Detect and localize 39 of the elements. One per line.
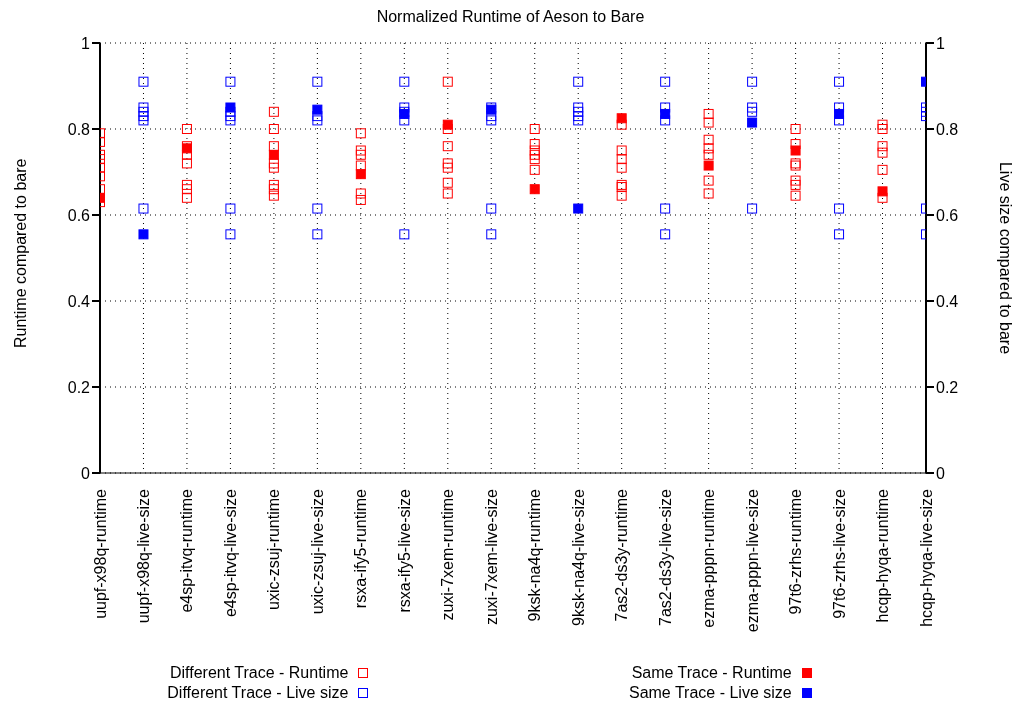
x-tick-label: e4sp-itvq-live-size xyxy=(221,488,239,618)
x-tick-label: ezma-pppn-live-size xyxy=(743,488,761,633)
y-tick-label: 0 xyxy=(81,464,91,482)
y2-tick-label: 0.2 xyxy=(936,378,959,396)
x-tick-label: 97t6-zrhs-live-size xyxy=(830,488,848,619)
x-tick-label: hcqp-hyqa-runtime xyxy=(874,488,892,623)
y-tick-label: 0.6 xyxy=(67,206,91,224)
x-tick-label: 97t6-zrhs-runtime xyxy=(787,488,805,615)
y2-tick-label: 0 xyxy=(936,464,945,482)
x-tick-label: 7as2-ds3y-runtime xyxy=(613,488,631,622)
x-tick-label: ezma-pppn-runtime xyxy=(700,488,718,628)
x-tick-label: uupf-x98q-live-size xyxy=(134,488,152,624)
x-tick-label: zuxi-7xem-live-size xyxy=(482,488,500,626)
y-axis-title: Runtime compared to bare xyxy=(11,158,29,348)
y-tick-label: 0.8 xyxy=(67,120,91,138)
x-tick-label: hcqp-hyqa-live-size xyxy=(917,488,935,627)
y2-tick-label: 0.8 xyxy=(936,120,959,138)
y-tick-label: 0.2 xyxy=(67,378,91,396)
y2-axis-title: Live size compared to bare xyxy=(997,161,1015,355)
chart-title: Normalized Runtime of Aeson to Bare xyxy=(375,8,646,26)
y2-tick-label: 0.6 xyxy=(936,206,959,224)
x-tick-label: zuxi-7xem-runtime xyxy=(439,488,457,621)
legend-label: Same Trace - Live size xyxy=(628,684,792,702)
y2-tick-label: 0.4 xyxy=(936,292,959,310)
legend-label: Different Trace - Runtime xyxy=(169,664,349,682)
x-tick-label: e4sp-itvq-runtime xyxy=(178,488,196,613)
x-tick-label: 7as2-ds3y-live-size xyxy=(656,488,674,626)
y-tick-label: 1 xyxy=(81,34,91,52)
x-tick-label: uxic-zsuj-live-size xyxy=(308,488,326,615)
x-tick-label: rsxa-ify5-runtime xyxy=(352,488,370,609)
y-tick-label: 0.4 xyxy=(67,292,91,310)
x-tick-label: 9ksk-na4q-live-size xyxy=(569,488,587,626)
y2-tick-label: 1 xyxy=(936,34,945,52)
x-tick-label: uxic-zsuj-runtime xyxy=(265,488,283,610)
legend-label: Different Trace - Live size xyxy=(167,684,349,702)
x-tick-label: rsxa-ify5-live-size xyxy=(395,488,413,613)
legend-label: Same Trace - Runtime xyxy=(631,664,792,682)
x-tick-label: uupf-x98q-runtime xyxy=(91,488,109,619)
x-tick-label: 9ksk-na4q-runtime xyxy=(526,488,544,622)
